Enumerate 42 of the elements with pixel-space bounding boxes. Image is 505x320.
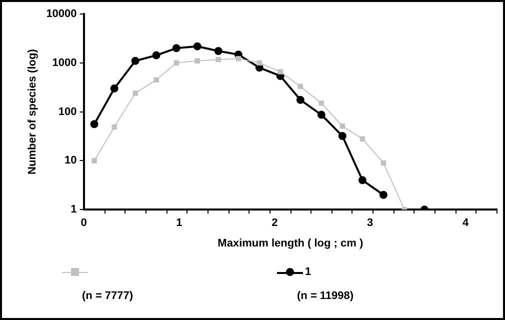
point bbox=[340, 123, 346, 129]
point bbox=[298, 84, 304, 90]
point bbox=[360, 136, 366, 142]
point bbox=[174, 60, 179, 66]
point bbox=[90, 120, 98, 128]
point bbox=[112, 124, 117, 130]
y-tick-label: 1 bbox=[70, 204, 77, 216]
point bbox=[358, 176, 366, 184]
x-tick-label: 2 bbox=[272, 217, 278, 230]
point bbox=[317, 110, 326, 119]
point bbox=[236, 56, 242, 62]
text: (n = 7777) bbox=[81, 290, 134, 302]
point bbox=[194, 58, 200, 64]
y-tick-label: 1000 bbox=[52, 56, 77, 69]
point bbox=[132, 90, 138, 96]
point bbox=[172, 44, 180, 52]
text: (n = 11998) bbox=[296, 290, 355, 302]
point bbox=[216, 56, 221, 62]
x-tick-label: 0 bbox=[80, 217, 87, 230]
x-axis-title: Maximum length ( log ; cm ) bbox=[218, 237, 364, 250]
point bbox=[193, 42, 202, 50]
point bbox=[256, 60, 262, 66]
x-tick-label: 4 bbox=[462, 217, 470, 230]
point bbox=[278, 69, 283, 74]
y-tick-label: 10 bbox=[64, 154, 77, 167]
point bbox=[214, 47, 222, 56]
point bbox=[338, 132, 346, 140]
point bbox=[318, 100, 324, 106]
y-tick-label: 10000 bbox=[46, 8, 77, 20]
y-tick-label: 100 bbox=[58, 106, 77, 118]
point bbox=[380, 160, 386, 166]
legend-label: 1 bbox=[305, 266, 312, 278]
point bbox=[379, 190, 388, 199]
point bbox=[296, 96, 304, 104]
y-axis-title: Number of species (log) bbox=[26, 48, 39, 174]
point bbox=[110, 84, 118, 92]
x-tick-label: 3 bbox=[367, 217, 374, 230]
point bbox=[131, 56, 140, 65]
point bbox=[92, 158, 97, 164]
x-tick-label: 1 bbox=[176, 217, 182, 230]
point bbox=[154, 77, 159, 82]
point bbox=[152, 51, 160, 60]
